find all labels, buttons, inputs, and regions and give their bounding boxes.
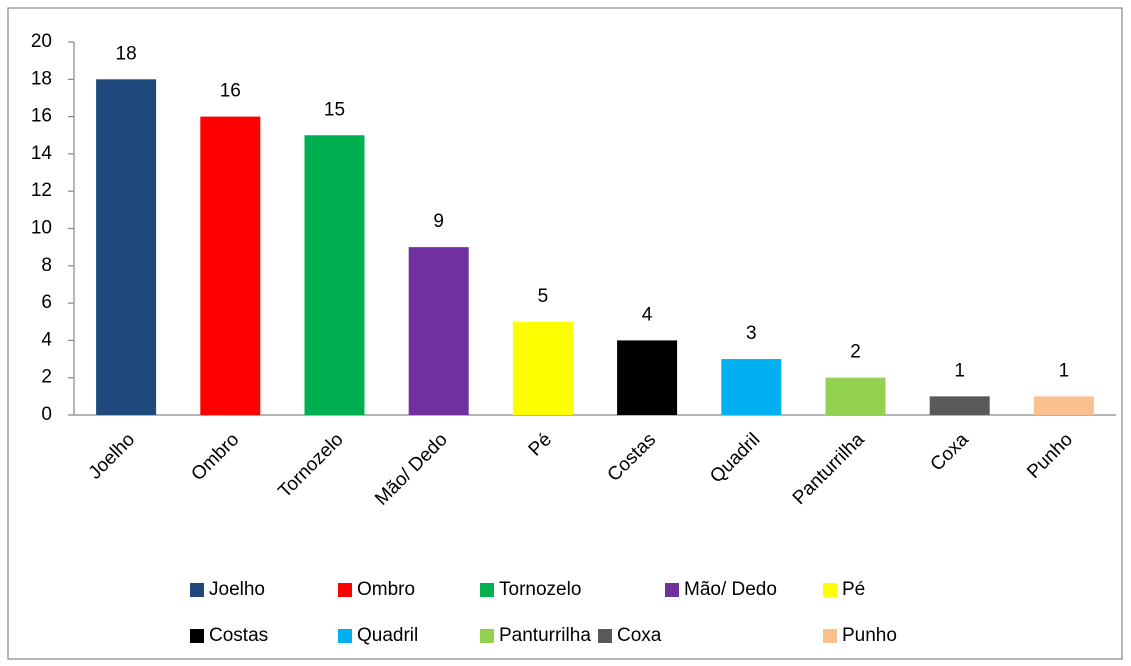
legend-swatch: [190, 629, 204, 643]
bar: [304, 135, 365, 415]
legend-label: Coxa: [617, 625, 662, 646]
y-tick-label: 14: [31, 143, 53, 164]
bar: [929, 396, 990, 415]
legend-swatch: [598, 629, 612, 643]
y-tick-label: 12: [31, 180, 52, 201]
legend-label: Tornozelo: [499, 579, 581, 600]
bar: [721, 359, 782, 415]
legend-swatch: [190, 583, 204, 597]
legend-label: Pé: [842, 579, 865, 600]
bar: [512, 321, 573, 415]
data-label: 16: [220, 81, 241, 102]
data-label: 9: [433, 211, 444, 232]
legend-swatch: [665, 583, 679, 597]
data-label: 3: [746, 323, 757, 344]
legend-label: Joelho: [209, 579, 265, 600]
legend-label: Quadril: [357, 625, 418, 646]
data-label: 18: [116, 43, 137, 64]
y-tick-label: 4: [41, 329, 52, 350]
legend-swatch: [823, 629, 837, 643]
data-label: 1: [1059, 360, 1070, 381]
legend-label: Costas: [209, 625, 268, 646]
bar: [408, 247, 469, 415]
bar: [825, 377, 886, 415]
y-tick-label: 0: [41, 404, 52, 425]
legend-label: Punho: [842, 625, 897, 646]
y-tick-label: 2: [41, 367, 52, 388]
legend-label: Panturrilha: [499, 625, 591, 646]
data-label: 2: [850, 342, 861, 363]
y-tick-label: 20: [31, 31, 52, 52]
y-tick-label: 10: [31, 218, 52, 239]
bar: [1033, 396, 1094, 415]
bar: [617, 340, 678, 415]
data-label: 4: [642, 304, 653, 325]
data-label: 5: [538, 286, 549, 307]
y-tick-label: 8: [41, 255, 52, 276]
legend-swatch: [338, 629, 352, 643]
legend-label: Mão/ Dedo: [684, 579, 777, 600]
y-tick-label: 6: [41, 292, 52, 313]
data-label: 15: [324, 99, 345, 120]
y-tick-label: 18: [31, 68, 52, 89]
legend-label: Ombro: [357, 579, 415, 600]
legend-swatch: [338, 583, 352, 597]
legend-swatch: [480, 629, 494, 643]
data-label: 1: [954, 360, 965, 381]
legend-swatch: [823, 583, 837, 597]
y-tick-label: 16: [31, 106, 52, 127]
legend-swatch: [480, 583, 494, 597]
bar: [96, 79, 157, 416]
bar: [200, 116, 261, 415]
